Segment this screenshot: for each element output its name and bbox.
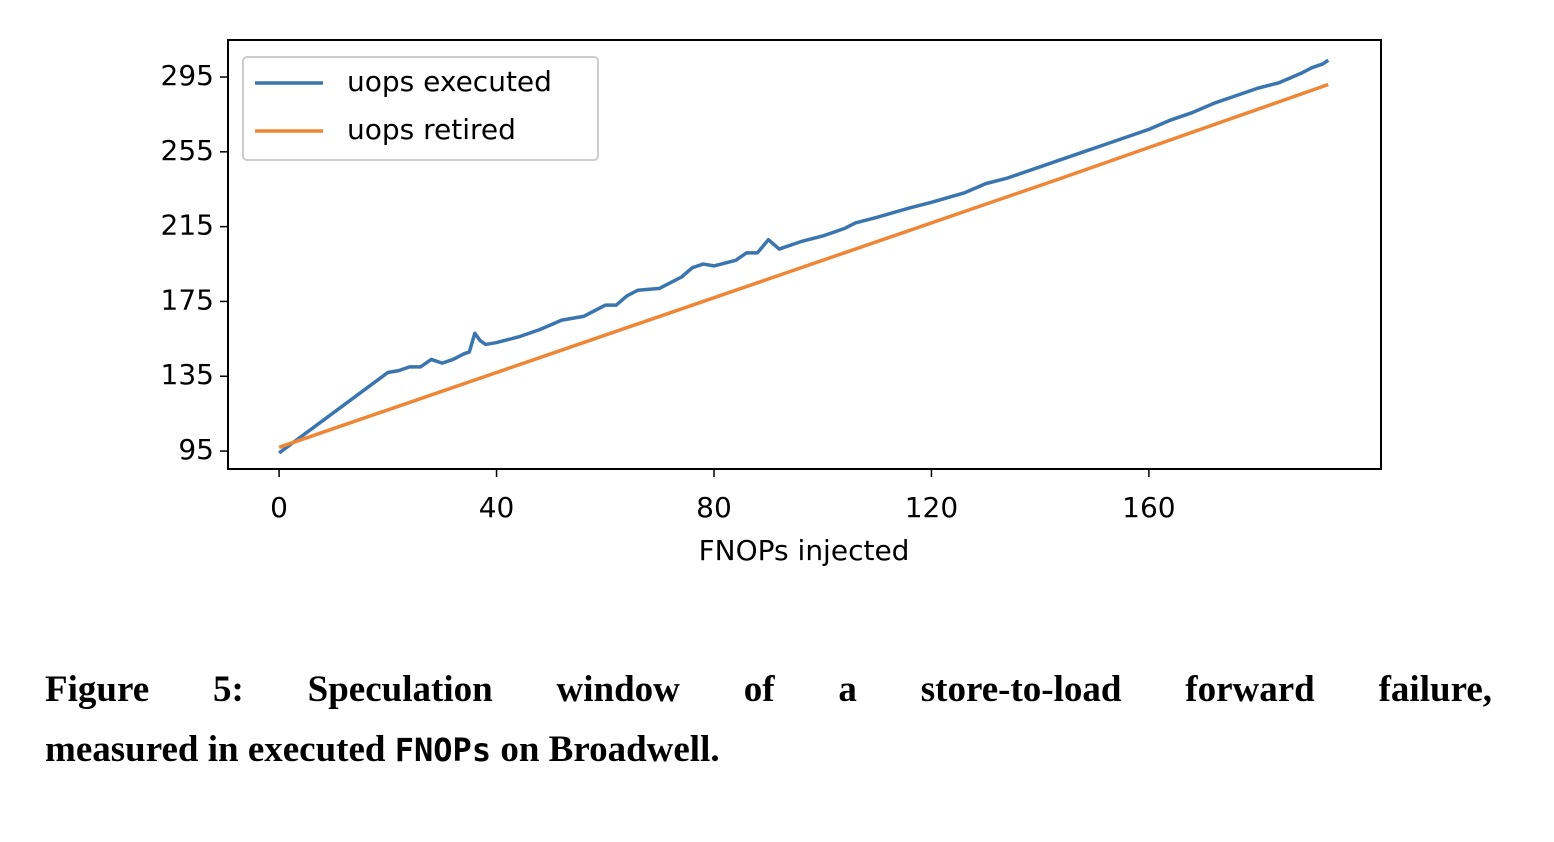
x-tick-label: 0 <box>270 491 288 524</box>
x-axis-label: FNOPs injected <box>699 534 910 567</box>
legend-label: uops retired <box>347 113 516 146</box>
x-tick-label: 120 <box>905 491 958 524</box>
y-tick-label: 295 <box>161 59 214 92</box>
caption-text: measured in executed <box>45 729 386 770</box>
x-tick-label: 80 <box>696 491 732 524</box>
y-tick-label: 255 <box>161 134 214 167</box>
y-tick-label: 135 <box>161 358 214 391</box>
data-line <box>278 82 1329 449</box>
x-tick-label: 40 <box>479 491 515 524</box>
caption-code: FNOPs <box>394 731 492 769</box>
caption-line: measured in executed FNOPs on Broadwell. <box>45 728 1492 771</box>
x-tick-label: 160 <box>1122 491 1175 524</box>
legend-label: uops executed <box>347 65 552 98</box>
y-tick-label: 95 <box>178 433 214 466</box>
caption-text: on Broadwell. <box>500 729 720 770</box>
plot-frame <box>227 39 1382 470</box>
y-tick-label: 215 <box>161 209 214 242</box>
chart: FNOPs injected 0 40 80 120 160 95 135 175 215 255… <box>161 39 1382 567</box>
legend-box <box>242 56 599 161</box>
y-tick-label: 175 <box>161 283 214 316</box>
data-line <box>278 58 1330 455</box>
caption-line: Figure 5: Speculation window of a store-… <box>45 669 1492 710</box>
